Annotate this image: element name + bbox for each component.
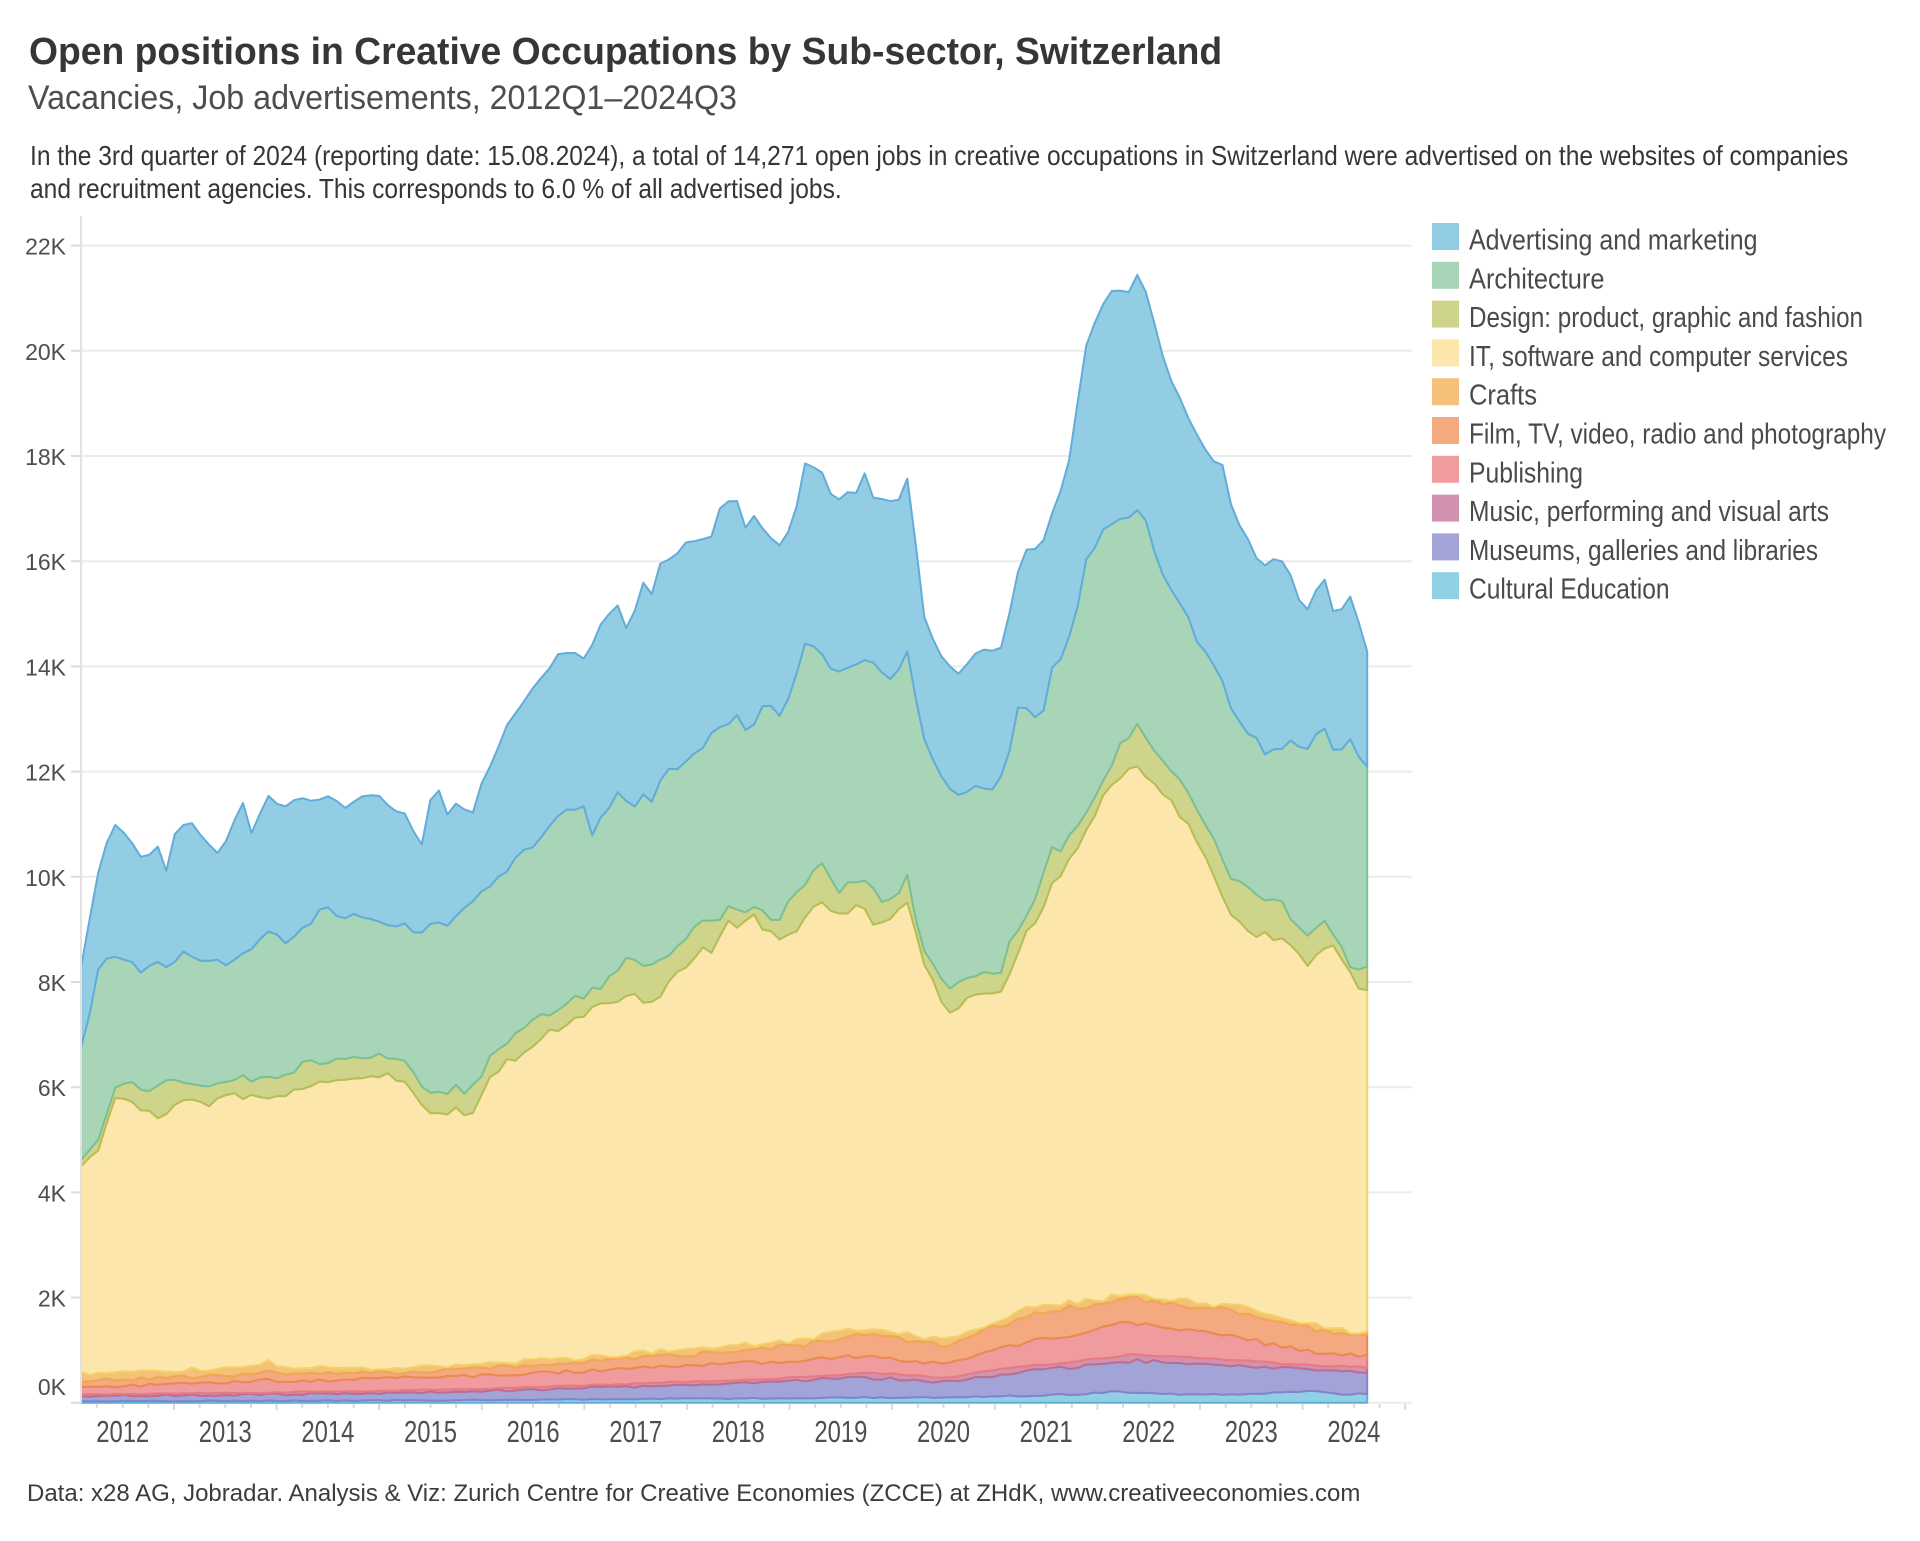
svg-text:14K: 14K xyxy=(25,654,67,680)
svg-text:Music, performing and visual a: Music, performing and visual arts xyxy=(1469,496,1829,528)
svg-text:Publishing: Publishing xyxy=(1469,457,1583,489)
svg-text:Cultural Education: Cultural Education xyxy=(1469,574,1670,606)
svg-text:2019: 2019 xyxy=(814,1414,867,1449)
svg-text:8K: 8K xyxy=(38,970,67,996)
svg-text:2K: 2K xyxy=(38,1286,67,1312)
svg-text:4K: 4K xyxy=(38,1180,67,1206)
svg-text:2016: 2016 xyxy=(507,1414,560,1449)
svg-text:Museums, galleries and librari: Museums, galleries and libraries xyxy=(1469,535,1818,567)
svg-text:20K: 20K xyxy=(25,339,67,365)
svg-text:18K: 18K xyxy=(25,444,67,470)
svg-text:Advertising and marketing: Advertising and marketing xyxy=(1469,225,1758,257)
svg-text:Crafts: Crafts xyxy=(1469,380,1537,412)
svg-text:Architecture: Architecture xyxy=(1469,263,1605,295)
svg-text:Film, TV, video, radio and pho: Film, TV, video, radio and photography xyxy=(1469,419,1886,451)
svg-text:2023: 2023 xyxy=(1225,1414,1278,1449)
svg-text:0K: 0K xyxy=(38,1374,67,1400)
svg-text:IT, software and computer serv: IT, software and computer services xyxy=(1469,341,1848,373)
svg-text:2012: 2012 xyxy=(96,1414,149,1449)
svg-text:2013: 2013 xyxy=(199,1414,252,1449)
svg-text:22K: 22K xyxy=(25,234,67,260)
svg-text:2014: 2014 xyxy=(301,1414,354,1449)
svg-text:16K: 16K xyxy=(25,549,67,575)
svg-text:2017: 2017 xyxy=(609,1414,662,1449)
svg-text:10K: 10K xyxy=(25,865,67,891)
svg-text:2020: 2020 xyxy=(917,1414,970,1449)
svg-text:Design: product, graphic and f: Design: product, graphic and fashion xyxy=(1469,302,1863,334)
svg-text:2024: 2024 xyxy=(1327,1414,1380,1449)
svg-text:2018: 2018 xyxy=(712,1414,765,1449)
svg-text:2021: 2021 xyxy=(1020,1414,1073,1449)
svg-text:2015: 2015 xyxy=(404,1414,457,1449)
svg-text:6K: 6K xyxy=(38,1075,67,1101)
svg-text:2022: 2022 xyxy=(1122,1414,1175,1449)
svg-text:12K: 12K xyxy=(25,760,67,786)
